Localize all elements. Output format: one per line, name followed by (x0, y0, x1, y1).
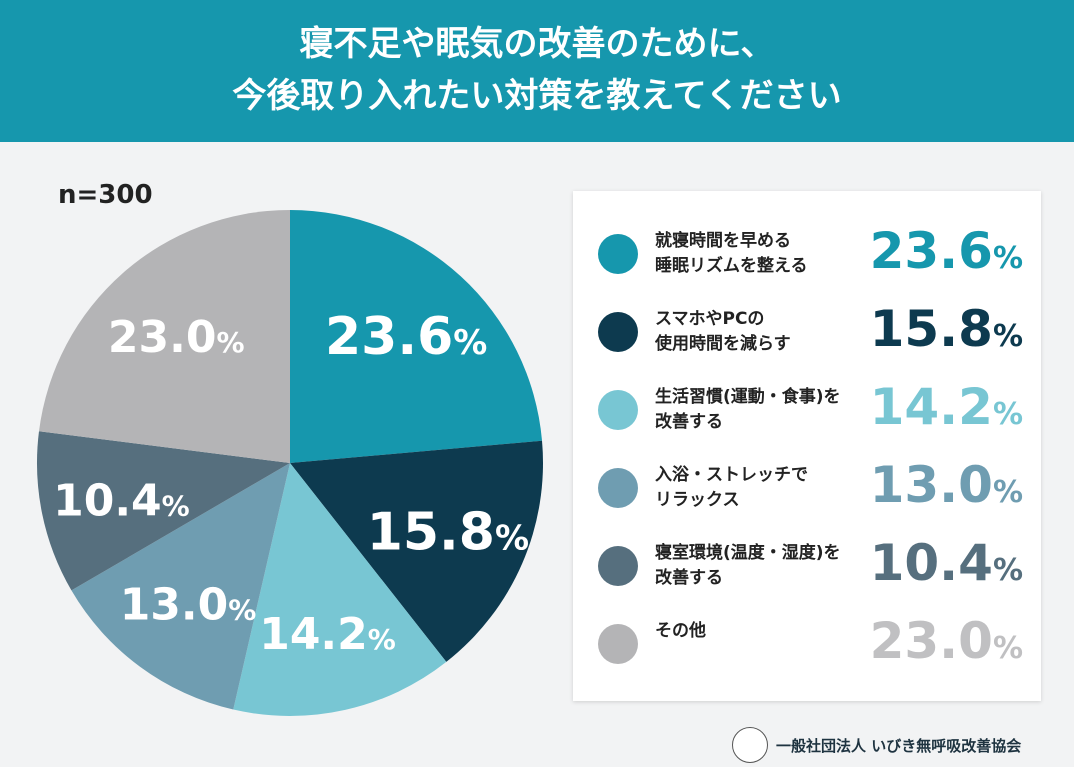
pie-slice (233, 463, 447, 716)
legend-value: 23.0% (869, 612, 1023, 670)
legend-swatch (598, 468, 638, 508)
slice-label: 14.2% (259, 609, 396, 660)
legend-swatch (598, 312, 638, 352)
legend-item: 寝室環境(温度・湿度)を 改善する 10.4% (573, 531, 1041, 601)
pie-slice (36, 431, 290, 591)
sample-size: n=300 (58, 180, 153, 210)
legend-value: 13.0% (869, 456, 1023, 514)
pie-slice (38, 210, 290, 463)
slice-label: 23.0% (108, 312, 245, 363)
legend-label: その他 (655, 621, 706, 641)
legend-value: 14.2% (869, 378, 1023, 436)
legend-swatch (598, 624, 638, 664)
title-line-1: 寝不足や眠気の改善のために、 (299, 24, 775, 64)
pie-slice (290, 210, 543, 463)
footer-org: 一般社団法人 いびき無呼吸改善協会 (732, 727, 1021, 763)
legend-item: 入浴・ストレッチで リラックス 13.0% (573, 453, 1041, 523)
org-logo-icon (732, 727, 768, 763)
slice-label: 15.8% (367, 502, 529, 562)
legend-label: 就寝時間を早める 睡眠リズムを整える (655, 231, 808, 276)
legend-item: 生活習慣(運動・食事)を 改善する 14.2% (573, 375, 1041, 445)
slice-label: 10.4% (53, 475, 190, 526)
legend-swatch (598, 234, 638, 274)
pie-slice (290, 440, 543, 662)
legend-swatch (598, 546, 638, 586)
legend-item: スマホやPCの 使用時間を減らす 15.8% (573, 297, 1041, 367)
legend-value: 10.4% (869, 534, 1023, 592)
legend: 就寝時間を早める 睡眠リズムを整える 23.6% スマホやPCの 使用時間を減ら… (573, 191, 1041, 701)
legend-value: 15.8% (869, 300, 1023, 358)
title-line-2: 今後取り入れたい対策を教えてください (232, 76, 842, 116)
legend-item: その他 23.0% (573, 609, 1041, 679)
chart-title: 寝不足や眠気の改善のために、 今後取り入れたい対策を教えてください (0, 0, 1074, 142)
slice-label: 13.0% (120, 580, 257, 631)
legend-value: 23.6% (869, 222, 1023, 280)
legend-label: 寝室環境(温度・湿度)を 改善する (655, 543, 841, 588)
legend-label: 入浴・ストレッチで リラックス (655, 465, 808, 510)
legend-label: 生活習慣(運動・食事)を 改善する (655, 387, 841, 432)
legend-label: スマホやPCの 使用時間を減らす (655, 309, 791, 354)
slice-label: 23.6% (325, 307, 487, 367)
org-name: 一般社団法人 いびき無呼吸改善協会 (776, 736, 1022, 755)
legend-swatch (598, 390, 638, 430)
pie-slice (71, 463, 291, 710)
legend-item: 就寝時間を早める 睡眠リズムを整える 23.6% (573, 219, 1041, 289)
